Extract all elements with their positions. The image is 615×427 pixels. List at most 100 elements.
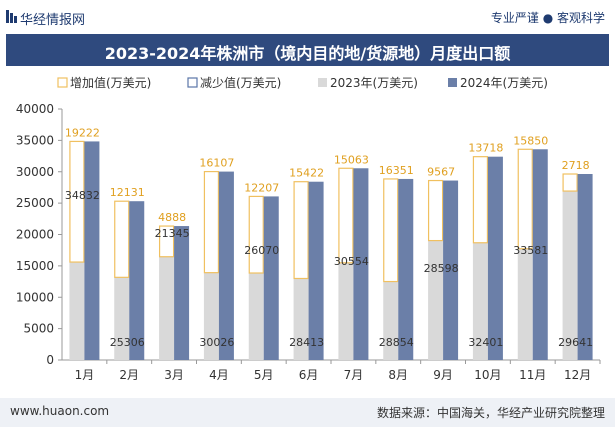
x-tick-label: 2月 bbox=[119, 368, 139, 382]
y-tick-label: 15000 bbox=[16, 259, 54, 273]
legend-label: 减少值(万美元) bbox=[200, 75, 281, 90]
bar-increase bbox=[158, 225, 175, 258]
change-label: 16107 bbox=[199, 157, 234, 170]
bar-2023 bbox=[293, 278, 309, 360]
value-2024-label: 33581 bbox=[513, 244, 548, 257]
bar-2023 bbox=[159, 256, 175, 360]
chart-title: 2023-2024年株洲市（境内目的地/货源地）月度出口额 bbox=[104, 44, 511, 63]
bar-increase bbox=[517, 148, 533, 250]
legend-label: 2024年(万美元) bbox=[460, 76, 548, 90]
bar-2024 bbox=[129, 201, 145, 360]
value-2024-label: 26070 bbox=[244, 244, 279, 257]
change-label: 4888 bbox=[158, 211, 186, 224]
data-source: 数据来源：中国海关，华经产业研究院整理 bbox=[376, 406, 605, 420]
change-label: 12131 bbox=[110, 186, 145, 199]
bar-increase bbox=[69, 140, 85, 263]
change-label: 15063 bbox=[334, 153, 369, 166]
legend-swatch bbox=[57, 77, 68, 88]
y-tick-label: 20000 bbox=[16, 228, 54, 242]
tagline: 专业严谨 ● 客观科学 bbox=[490, 11, 605, 25]
bar-increase bbox=[383, 178, 399, 283]
legend-label: 2023年(万美元) bbox=[330, 76, 418, 90]
x-tick-label: 3月 bbox=[164, 368, 184, 382]
change-label: 15850 bbox=[513, 134, 548, 147]
x-tick-label: 5月 bbox=[254, 368, 274, 382]
bar-2024 bbox=[398, 178, 414, 360]
bar-2023 bbox=[562, 191, 578, 360]
chart: 增加值(万美元) 减少值(万美元) 2023年(万美元) 2024年(万美元) 0 50… bbox=[16, 75, 601, 382]
x-tick-label: 10月 bbox=[474, 368, 501, 382]
brand-logo-icon bbox=[6, 10, 17, 23]
value-2024-label: 29641 bbox=[558, 336, 593, 349]
legend-swatch bbox=[318, 78, 327, 87]
bar-2023 bbox=[338, 262, 354, 360]
legend-swatch bbox=[448, 78, 457, 87]
title-bar: 2023-2024年株洲市（境内目的地/货源地）月度出口额 bbox=[6, 34, 609, 66]
bar-2023 bbox=[114, 277, 130, 360]
bar-2024 bbox=[263, 196, 279, 360]
y-tick-label: 25000 bbox=[16, 196, 54, 210]
data-labels: 19222 12131 4888 16107 12207 15422 15063 16351 9… bbox=[65, 126, 593, 349]
legend: 增加值(万美元) 减少值(万美元) 2023年(万美元) 2024年(万美元) bbox=[57, 75, 548, 90]
value-2024-label: 30554 bbox=[334, 255, 369, 268]
bar-increase bbox=[203, 170, 220, 274]
y-tick-label: 30000 bbox=[16, 165, 54, 179]
x-tick-label: 1月 bbox=[75, 368, 95, 382]
bar-2024 bbox=[218, 171, 234, 360]
bar-2024 bbox=[308, 181, 324, 360]
y-tick-label: 40000 bbox=[16, 102, 54, 116]
x-tick-label: 6月 bbox=[299, 368, 319, 382]
bar-2023 bbox=[383, 281, 399, 360]
change-label: 2718 bbox=[562, 159, 590, 172]
legend-swatch bbox=[187, 77, 198, 88]
value-2024-label: 28854 bbox=[379, 336, 414, 349]
bar-2024 bbox=[532, 149, 548, 360]
value-2024-label: 28413 bbox=[289, 336, 324, 349]
y-tick-label: 5000 bbox=[23, 322, 54, 336]
change-label: 19222 bbox=[65, 126, 100, 139]
y-tick-label: 10000 bbox=[16, 290, 54, 304]
bar-increase bbox=[293, 181, 309, 280]
bar-2024 bbox=[443, 180, 459, 360]
change-label: 13718 bbox=[468, 142, 503, 155]
axes: 0 5000 10000 15000 20000 25000 30000 35000 40000… bbox=[16, 102, 601, 382]
bar-2023 bbox=[69, 262, 85, 360]
bar-2023 bbox=[517, 248, 533, 360]
bar-2023 bbox=[428, 240, 444, 360]
bar-2023 bbox=[248, 273, 264, 360]
x-tick-label: 12月 bbox=[564, 368, 591, 382]
bar-2024 bbox=[84, 141, 100, 360]
bar-increase bbox=[472, 156, 489, 244]
bottom-bar: www.huaon.com 数据来源：中国海关，华经产业研究院整理 bbox=[0, 398, 615, 427]
top-bar: 华经情报网 专业严谨 ● 客观科学 bbox=[0, 0, 615, 34]
x-tick-label: 9月 bbox=[433, 368, 453, 382]
value-2024-label: 30026 bbox=[199, 336, 234, 349]
bar-increase bbox=[427, 179, 444, 242]
bar-2023 bbox=[203, 272, 219, 360]
bar-2023 bbox=[472, 242, 488, 360]
y-tick-label: 0 bbox=[46, 353, 54, 367]
x-tick-label: 4月 bbox=[209, 368, 229, 382]
x-tick-label: 7月 bbox=[344, 368, 364, 382]
site-url: www.huaon.com bbox=[10, 404, 110, 418]
x-tick-label: 8月 bbox=[388, 368, 408, 382]
bar-2024 bbox=[487, 156, 503, 360]
change-label: 15422 bbox=[289, 167, 324, 180]
bar-increase bbox=[114, 200, 130, 278]
bars bbox=[69, 140, 593, 360]
bar-increase bbox=[338, 167, 354, 264]
y-tick-label: 35000 bbox=[16, 133, 54, 147]
value-2024-label: 21345 bbox=[155, 227, 190, 240]
change-label: 12207 bbox=[244, 181, 279, 194]
brand-name: 华经情报网 bbox=[20, 13, 86, 28]
bar-increase bbox=[562, 173, 578, 192]
change-label: 9567 bbox=[427, 166, 455, 179]
value-2024-label: 32401 bbox=[468, 336, 503, 349]
value-2024-label: 34832 bbox=[65, 189, 100, 202]
bar-increase bbox=[248, 195, 264, 274]
bar-2024 bbox=[174, 226, 190, 360]
bar-2024 bbox=[577, 174, 593, 360]
legend-label: 增加值(万美元) bbox=[70, 75, 151, 90]
bar-2024 bbox=[353, 168, 369, 360]
change-label: 16351 bbox=[379, 164, 414, 177]
